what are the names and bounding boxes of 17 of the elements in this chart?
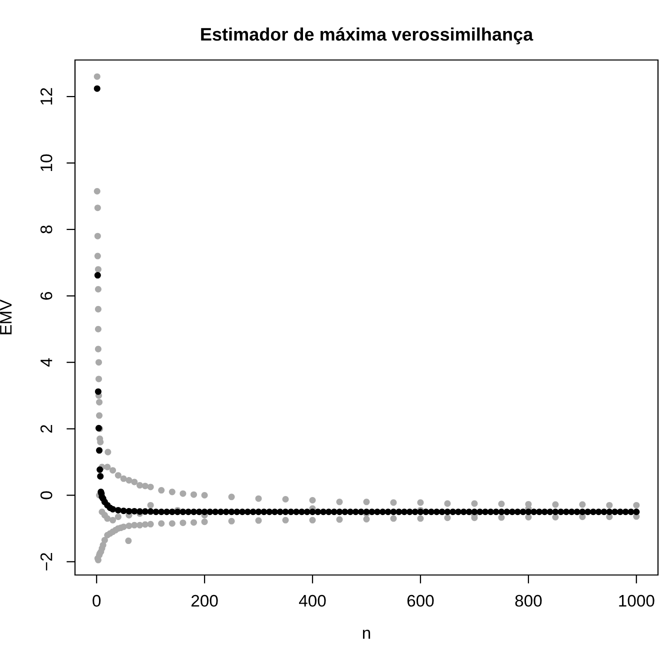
x-tick-label: 1000 bbox=[619, 594, 654, 607]
x-tick-label: 800 bbox=[515, 594, 542, 607]
x-tick-label: 400 bbox=[299, 594, 326, 607]
x-tick-label: 0 bbox=[92, 594, 101, 607]
y-tick-label: 4 bbox=[40, 358, 52, 367]
chart-title: Estimador de máxima verossimilhança bbox=[201, 27, 534, 44]
y-tick-label: 6 bbox=[40, 292, 52, 300]
y-tick-label: 12 bbox=[40, 88, 52, 105]
x-tick-label: 200 bbox=[191, 594, 218, 607]
y-tick-label: −2 bbox=[40, 553, 52, 570]
y-tick-label: 2 bbox=[40, 425, 52, 433]
x-tick-label: 600 bbox=[407, 594, 434, 607]
y-axis-title: EMV bbox=[0, 300, 12, 334]
y-tick-label: 8 bbox=[40, 226, 52, 234]
y-tick-label: 10 bbox=[40, 154, 52, 171]
y-tick-label: 0 bbox=[40, 491, 52, 500]
x-axis-title: n bbox=[362, 630, 370, 639]
